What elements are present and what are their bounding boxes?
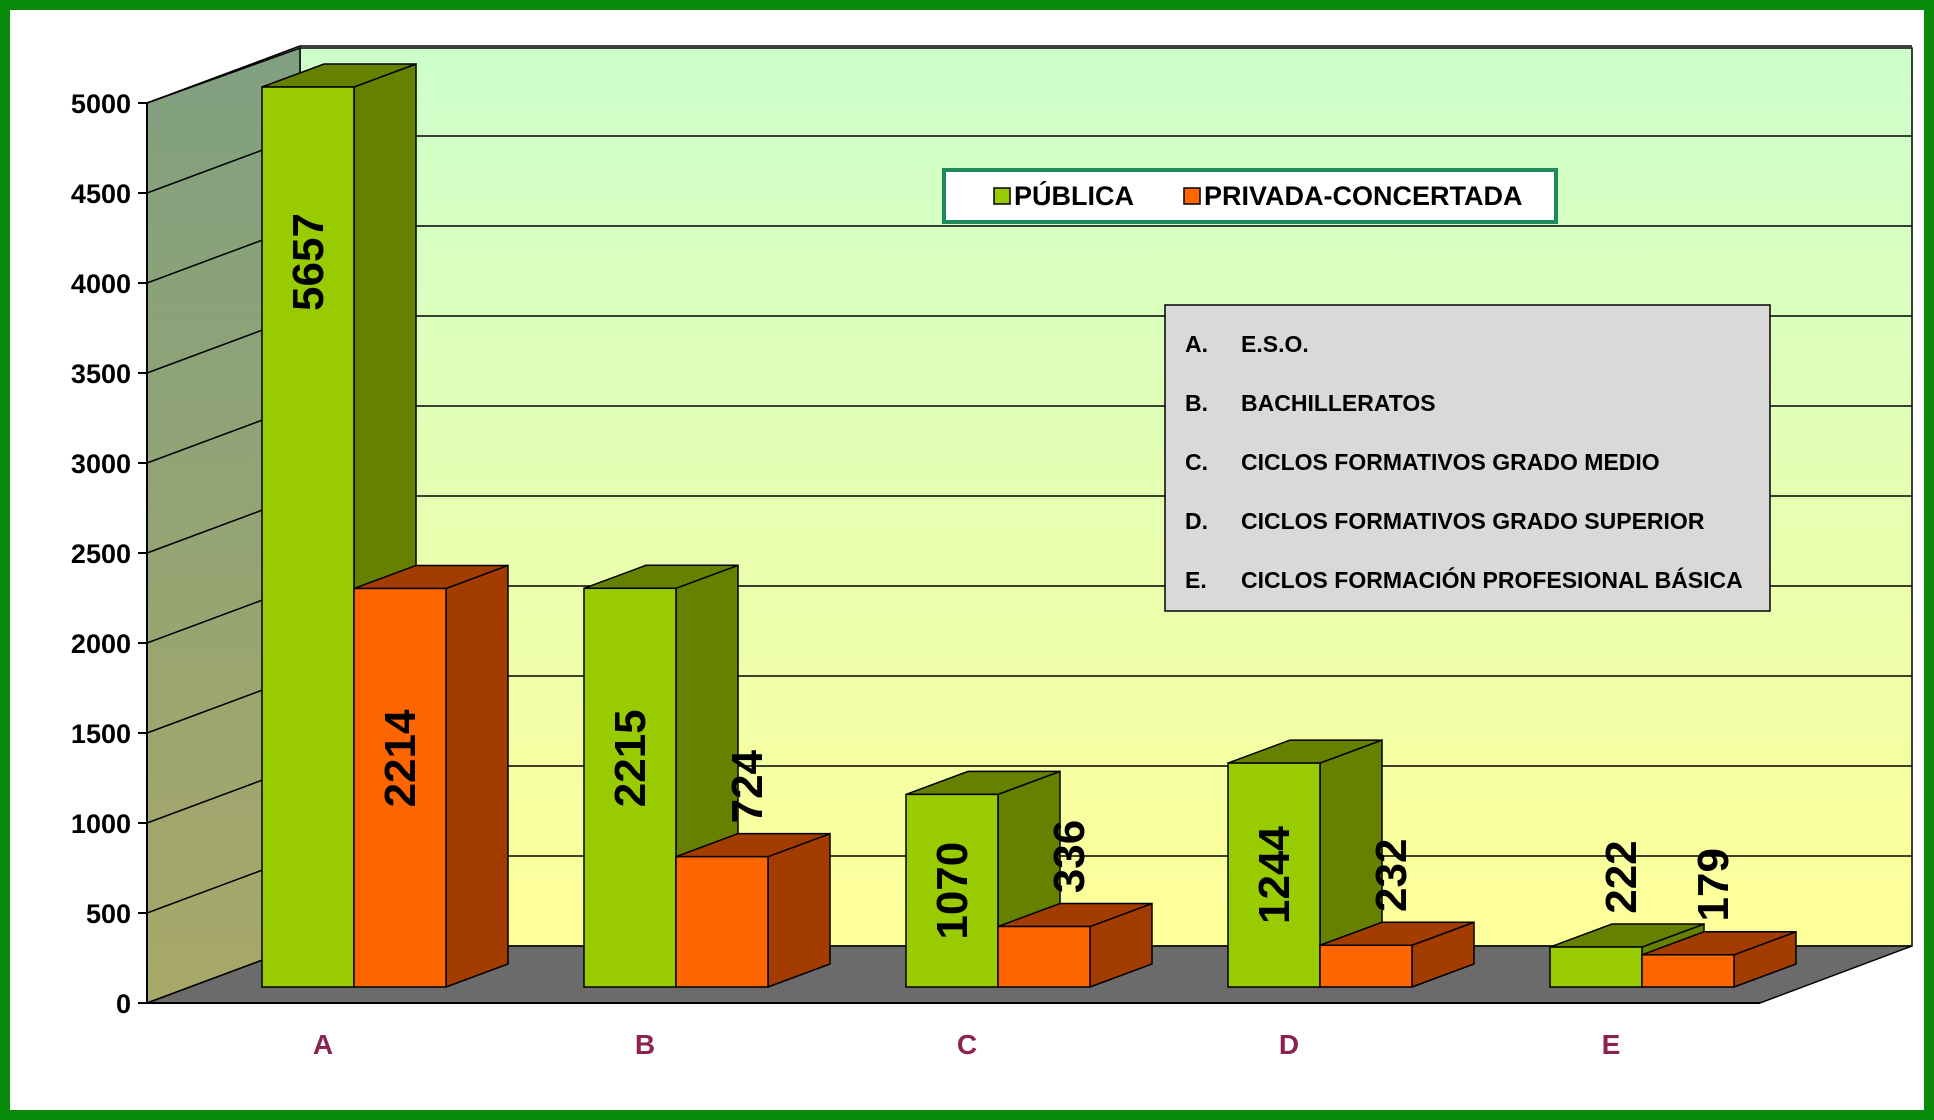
legend-swatch <box>993 187 1011 205</box>
legend-entry: PRIVADA-CONCERTADA <box>1204 181 1523 211</box>
bar-d-privada <box>1319 921 1475 989</box>
category-key-letter: D. <box>1185 508 1208 534</box>
category-key-text: CICLOS FORMACIÓN PROFESIONAL BÁSICA <box>1241 566 1743 593</box>
bar-front <box>1641 954 1735 988</box>
y-tick-label: 1500 <box>71 719 131 749</box>
data-label: 2214 <box>376 709 425 807</box>
data-label: 1244 <box>1250 826 1299 924</box>
legend-entry: PÚBLICA <box>1014 180 1134 211</box>
data-label: 724 <box>723 749 772 823</box>
legend-swatch <box>1183 187 1201 205</box>
bar-front <box>261 86 355 988</box>
x-tick-label: D <box>1279 1029 1299 1060</box>
y-tick-label: 2500 <box>71 539 131 569</box>
category-key-text: E.S.O. <box>1241 331 1309 357</box>
legend-box <box>942 168 1558 224</box>
bar-front <box>1319 944 1413 988</box>
bar-front <box>1549 946 1643 988</box>
bar-chart: 0 500 1000 1500 2000 2500 3000 3500 4000 4500 5000… <box>71 45 1913 1060</box>
data-label: 1070 <box>928 842 977 940</box>
y-tick-label: 500 <box>86 899 131 929</box>
y-tick-label: 2000 <box>71 629 131 659</box>
bar-front <box>997 925 1091 988</box>
bar-side <box>767 832 831 989</box>
category-key-text: CICLOS FORMATIVOS GRADO SUPERIOR <box>1241 508 1705 534</box>
data-label: 222 <box>1597 840 1646 913</box>
category-key-letter: C. <box>1185 449 1208 475</box>
bar-b-privada <box>675 832 831 989</box>
bar-front <box>353 587 447 988</box>
bar-front <box>583 587 677 988</box>
bar-front <box>905 793 999 988</box>
bar-d-publica <box>1227 739 1383 989</box>
bar-front <box>675 855 769 988</box>
bar-e-privada <box>1641 930 1797 989</box>
y-tick-label: 3000 <box>71 449 131 479</box>
y-tick-label: 4500 <box>71 179 131 209</box>
category-key-text: CICLOS FORMATIVOS GRADO MEDIO <box>1241 449 1660 475</box>
category-key-letter: E. <box>1185 567 1207 593</box>
gridline-side <box>146 45 301 104</box>
data-label: 179 <box>1689 848 1738 921</box>
bar-side <box>445 564 509 989</box>
y-tick-label: 5000 <box>71 89 131 119</box>
category-key-text: BACHILLERATOS <box>1241 390 1436 416</box>
category-key-box <box>1164 304 1771 612</box>
bar-a-privada <box>353 564 509 989</box>
x-tick-label: C <box>957 1029 977 1060</box>
category-key-letter: A. <box>1185 331 1208 357</box>
data-label: 232 <box>1367 839 1416 912</box>
x-tick-label: B <box>635 1029 655 1060</box>
x-tick-label: A <box>313 1029 333 1060</box>
y-tick-label: 1000 <box>71 809 131 839</box>
y-tick-label: 0 <box>116 989 131 1019</box>
y-tick-label: 4000 <box>71 269 131 299</box>
category-key-letter: B. <box>1185 390 1208 416</box>
legend: PÚBLICA PRIVADA-CONCERTADA <box>942 168 1558 224</box>
data-label: 2215 <box>606 709 655 807</box>
y-tick-label: 3500 <box>71 359 131 389</box>
x-tick-label: E <box>1602 1029 1621 1060</box>
bar-front <box>1227 762 1321 988</box>
data-label: 336 <box>1045 820 1094 893</box>
bar-c-privada <box>997 902 1153 989</box>
data-label: 5657 <box>284 213 333 311</box>
category-key: A. E.S.O. B. BACHILLERATOS C. CICLOS FORMATIV… <box>1164 304 1771 612</box>
